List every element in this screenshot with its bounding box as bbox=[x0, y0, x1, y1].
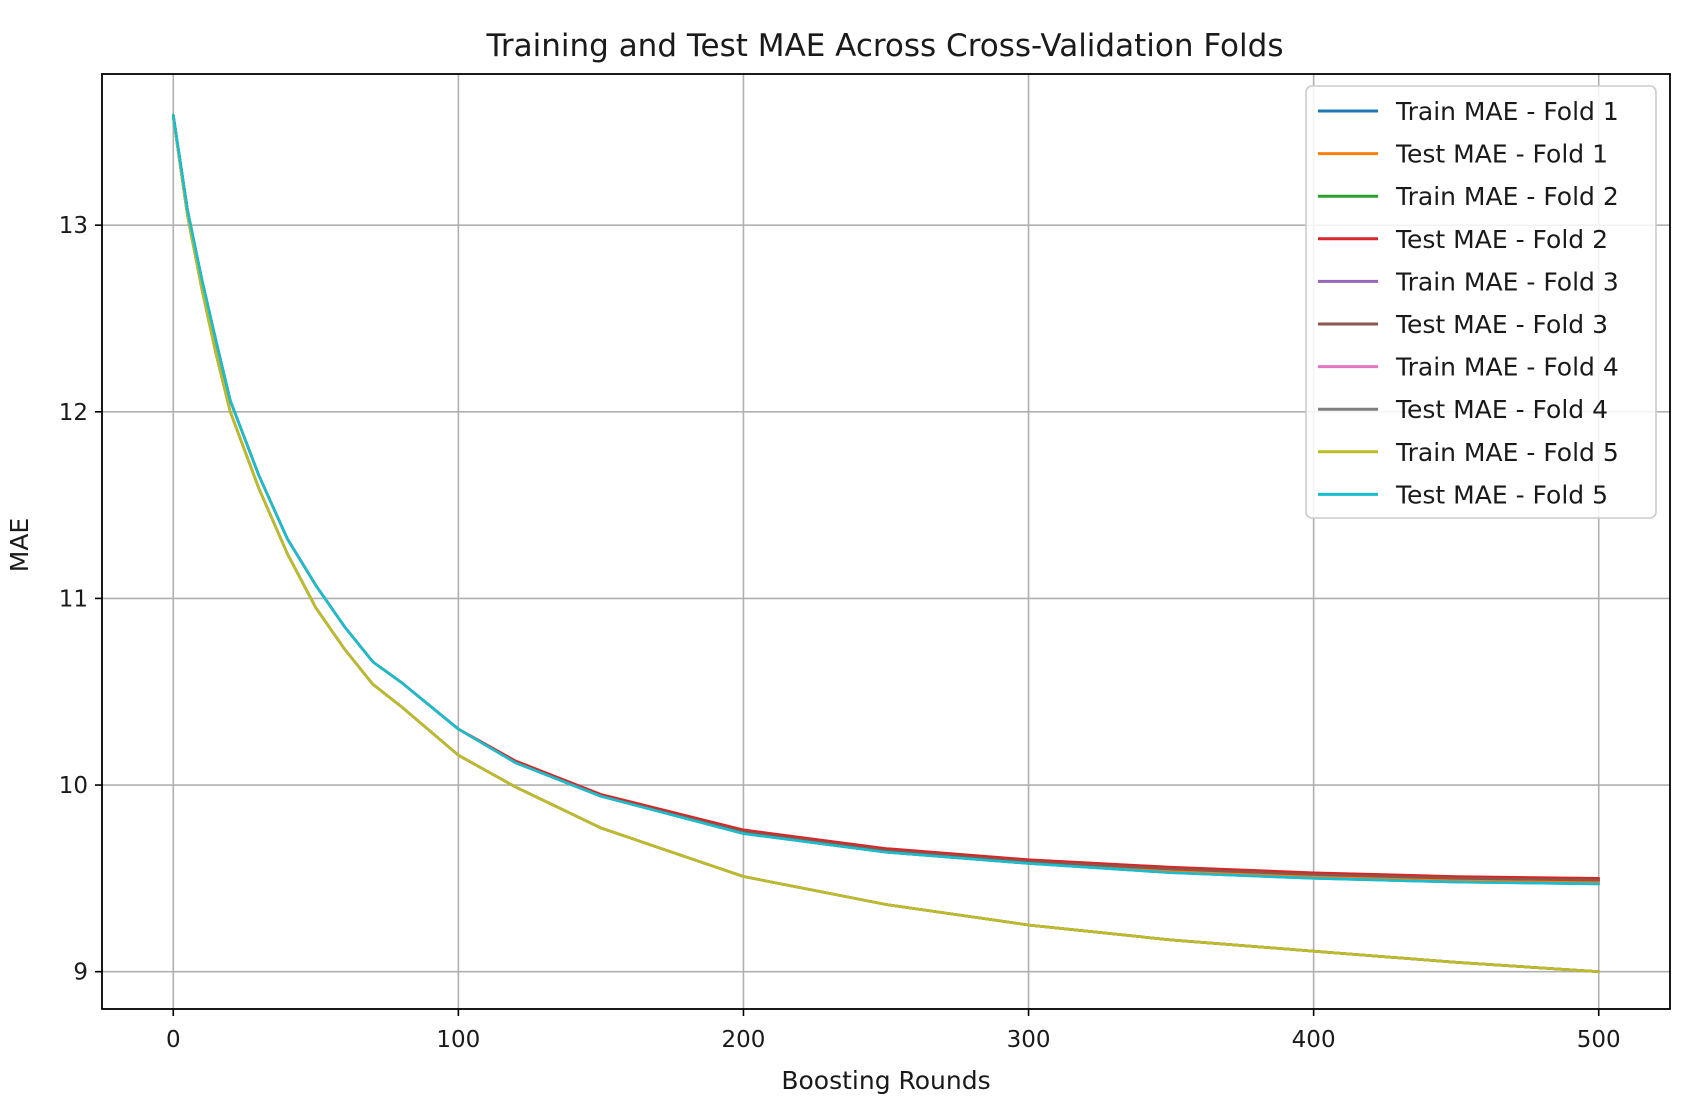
legend-label: Test MAE - Fold 1 bbox=[1395, 140, 1608, 169]
legend-box bbox=[1305, 85, 1657, 519]
axis-ticks: 0 100 200 300 400 500 9 10 11 12 13 bbox=[59, 213, 1621, 1053]
legend: Train MAE - Fold 1 Test MAE - Fold 1 Train… bbox=[1305, 85, 1657, 519]
x-tick-label: 200 bbox=[722, 1027, 766, 1053]
y-tick-label: 10 bbox=[59, 773, 88, 799]
legend-label: Test MAE - Fold 5 bbox=[1395, 480, 1608, 509]
x-axis-label: Boosting Rounds bbox=[781, 1066, 990, 1095]
y-tick-label: 13 bbox=[59, 213, 88, 239]
legend-entries: Train MAE - Fold 1 Test MAE - Fold 1 Train… bbox=[1318, 97, 1619, 509]
series-line-9 bbox=[171, 115, 1601, 973]
legend-label: Train MAE - Fold 5 bbox=[1395, 438, 1619, 467]
y-tick-label: 11 bbox=[59, 586, 88, 612]
chart-title: Training and Test MAE Across Cross-Valid… bbox=[486, 28, 1284, 64]
legend-label: Train MAE - Fold 4 bbox=[1395, 353, 1619, 382]
legend-label: Train MAE - Fold 3 bbox=[1395, 267, 1619, 296]
legend-label: Test MAE - Fold 2 bbox=[1395, 225, 1608, 254]
legend-label: Test MAE - Fold 3 bbox=[1395, 310, 1608, 339]
x-tick-label: 400 bbox=[1292, 1027, 1336, 1053]
legend-label: Train MAE - Fold 2 bbox=[1395, 182, 1619, 211]
x-tick-label: 0 bbox=[166, 1027, 181, 1053]
y-axis-label: MAE bbox=[5, 518, 34, 572]
plot-frame bbox=[101, 73, 1671, 1010]
x-tick-label: 500 bbox=[1577, 1027, 1621, 1053]
legend-label: Test MAE - Fold 4 bbox=[1395, 395, 1608, 424]
x-tick-label: 300 bbox=[1007, 1027, 1051, 1053]
y-tick-label: 12 bbox=[59, 400, 88, 426]
y-tick-label: 9 bbox=[73, 960, 88, 986]
series-line-10 bbox=[171, 113, 1601, 886]
x-tick-label: 100 bbox=[436, 1027, 480, 1053]
series-lines bbox=[171, 113, 1601, 973]
legend-label: Train MAE - Fold 1 bbox=[1395, 97, 1619, 126]
